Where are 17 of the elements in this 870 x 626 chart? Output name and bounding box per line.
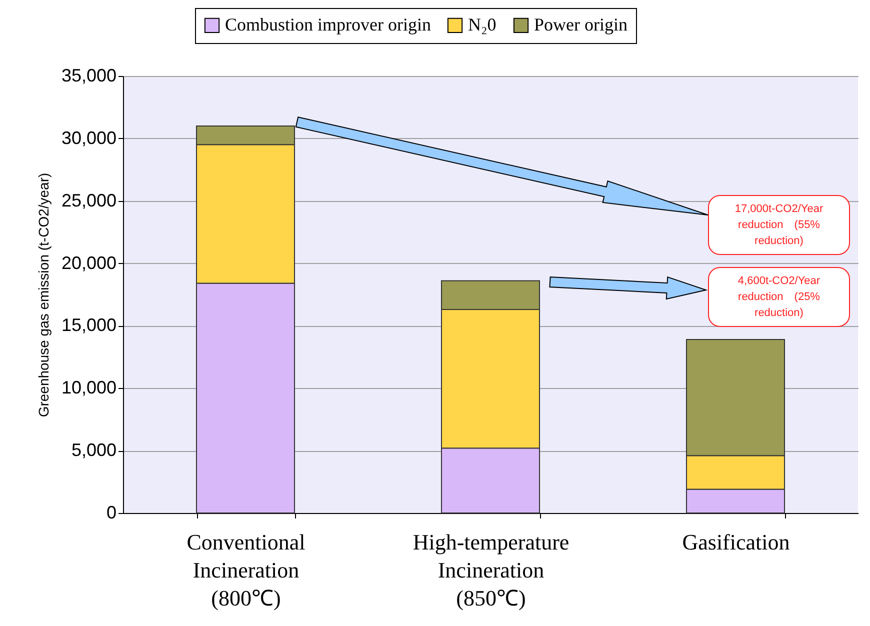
y-axis-title: Greenhouse gas emission (t-CO2/year) — [35, 172, 52, 418]
y-tick-label: 20,000 — [61, 252, 116, 273]
y-tick-label: 10,000 — [61, 378, 116, 398]
legend-label: Combustion improver origin — [225, 14, 431, 34]
y-tick-label: 15,000 — [61, 315, 116, 336]
y-tick-label: 30,000 — [61, 128, 116, 148]
y-tick-label: 25,000 — [61, 190, 116, 210]
y-tick-label: 0 — [106, 502, 116, 522]
x-tick-label: Conventional Incineration (800℃) — [186, 530, 306, 610]
legend-label: Power origin — [534, 14, 628, 34]
callout-box: 4,600t-CO2/Year reduction (25% reduction) — [708, 267, 850, 327]
y-tick-label: 5,000 — [71, 440, 116, 460]
x-tick-label: Gasification — [682, 530, 790, 554]
x-tick-label: High-temperature Incineration (850℃) — [412, 530, 570, 610]
callout-box: 17,000t-CO2/Year reduction (55% reduction) — [708, 195, 850, 255]
y-tick-label: 35,000 — [61, 66, 116, 86]
legend-label: N₂0 — [468, 14, 496, 34]
